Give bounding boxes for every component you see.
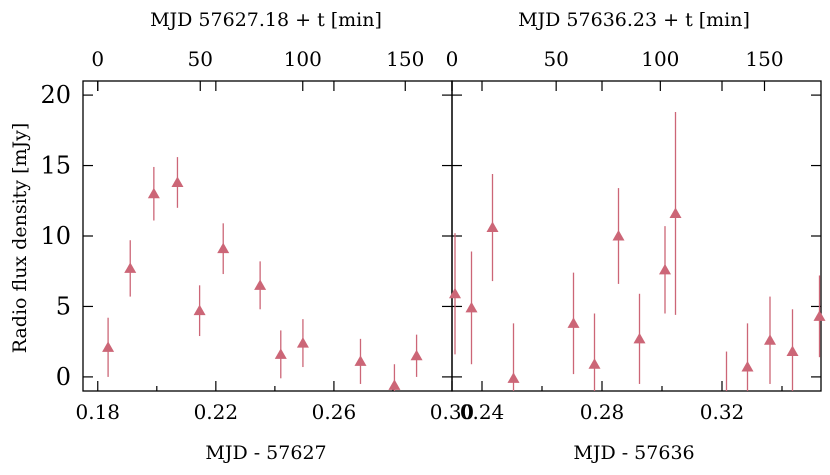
right-top-tick-label: 150 (745, 47, 783, 71)
right-top-tick-label: 0 (446, 47, 459, 71)
left-x-tick-label: 0.22 (194, 400, 239, 424)
right-top-tick-label: 50 (543, 47, 568, 71)
left-data-point (274, 348, 287, 359)
right-x-tick-label: 0.32 (700, 400, 745, 424)
left-top-tick-label: 150 (386, 47, 424, 71)
left-data-point (296, 337, 309, 348)
left-data-point (147, 187, 160, 199)
right-data-point (764, 334, 776, 345)
y-tick-label: 0 (56, 363, 71, 391)
left-data-point (410, 349, 423, 361)
right-data-point (633, 332, 646, 344)
left-data-point (388, 379, 401, 390)
right-data-point (659, 263, 671, 275)
left-data-point (217, 242, 230, 254)
right-x-tick-label: 0.28 (580, 400, 625, 424)
left-data-point (124, 262, 137, 273)
right-data-point (669, 207, 682, 218)
left-top-tick-label: 0 (91, 47, 104, 71)
left-x-tick-label: 0.30 (430, 400, 475, 424)
right-data-point (612, 230, 625, 241)
left-bottom-axis-label: MJD - 57627 (205, 442, 326, 464)
left-x-tick-label: 0.26 (312, 400, 357, 424)
left-panel-frame (82, 80, 453, 392)
right-top-axis-label: MJD 57636.23 + t [min] (518, 9, 750, 31)
right-x-tick-label: 0.24 (460, 400, 505, 424)
right-data-point (567, 317, 580, 328)
right-data-point (449, 287, 461, 299)
right-data-point (507, 372, 520, 383)
right-data-point (741, 361, 754, 372)
left-data-point (354, 355, 367, 366)
y-axis-label: Radio flux density [mJy] (9, 123, 31, 354)
left-data-point (193, 304, 206, 316)
y-tick-label: 15 (40, 152, 71, 180)
right-data-point (813, 310, 826, 321)
y-tick-label: 20 (40, 81, 71, 109)
y-tick-label: 5 (56, 292, 71, 320)
right-data-point (465, 301, 478, 313)
right-bottom-axis-label: MJD - 57636 (573, 442, 694, 464)
left-data-point (171, 176, 184, 187)
left-top-tick-label: 100 (284, 47, 322, 71)
left-data-point (254, 279, 267, 290)
left-x-tick-label: 0.18 (75, 400, 120, 424)
left-top-axis-label: MJD 57627.18 + t [min] (150, 9, 382, 31)
y-tick-label: 10 (40, 222, 71, 250)
right-data-point (786, 345, 799, 357)
right-top-tick-label: 100 (641, 47, 679, 71)
right-data-point (588, 358, 601, 369)
left-top-tick-label: 50 (188, 47, 213, 71)
left-data-point (102, 341, 115, 352)
right-data-point (486, 221, 499, 233)
